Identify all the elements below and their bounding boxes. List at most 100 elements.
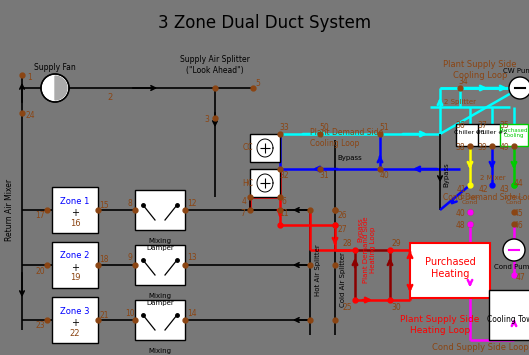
Bar	[410, 242, 490, 297]
Text: 3 Zone Dual Duct System: 3 Zone Dual Duct System	[159, 14, 371, 32]
Text: 2 Splitter: 2 Splitter	[444, 99, 476, 105]
Text: CW Pump: CW Pump	[503, 68, 529, 74]
Text: 36: 36	[455, 120, 465, 130]
Text: 35: 35	[499, 120, 509, 130]
Text: 39: 39	[477, 143, 487, 153]
Text: 12: 12	[187, 198, 197, 208]
Text: 51: 51	[379, 122, 389, 131]
Text: 46: 46	[513, 222, 523, 230]
Polygon shape	[55, 76, 67, 100]
Text: Chiller #2: Chiller #2	[476, 131, 508, 136]
Text: Plant Supply Side
Heating Loop: Plant Supply Side Heating Loop	[400, 315, 480, 335]
Bar	[52, 187, 98, 233]
Text: 5: 5	[256, 78, 260, 87]
Text: Plant Supply Side
Cooling Loop: Plant Supply Side Cooling Loop	[443, 60, 517, 80]
Text: Bypass: Bypass	[443, 163, 449, 187]
Text: ("Look Ahead"): ("Look Ahead")	[186, 66, 244, 75]
Text: 23: 23	[35, 322, 45, 331]
Text: 28: 28	[342, 240, 352, 248]
Text: 32: 32	[279, 170, 289, 180]
Text: Mixing
Damper: Mixing Damper	[146, 238, 174, 251]
Text: 7: 7	[241, 208, 245, 218]
Text: 27: 27	[337, 225, 347, 235]
Bar	[135, 190, 185, 230]
Text: 41: 41	[456, 186, 466, 195]
Text: 38: 38	[455, 143, 465, 153]
Text: 1: 1	[28, 73, 32, 82]
Text: 15: 15	[99, 201, 109, 209]
Bar	[456, 124, 484, 146]
Text: 31: 31	[319, 170, 329, 180]
Text: Cold Air Splitter: Cold Air Splitter	[340, 252, 346, 307]
Text: Plant Demand Side
Cooling Loop: Plant Demand Side Cooling Loop	[310, 128, 383, 148]
Bar	[489, 290, 529, 340]
Text: 9: 9	[127, 253, 132, 262]
Text: 42: 42	[478, 186, 488, 195]
Text: Bypass: Bypass	[338, 155, 362, 161]
Text: 22: 22	[70, 328, 80, 338]
Text: +: +	[71, 263, 79, 273]
Text: Hot Air Splitter: Hot Air Splitter	[315, 244, 321, 296]
Text: 20: 20	[35, 267, 45, 275]
Text: Mixing
Damper: Mixing Damper	[146, 348, 174, 355]
Text: CC: CC	[243, 143, 253, 153]
Text: 17: 17	[35, 212, 45, 220]
Text: 18: 18	[99, 256, 109, 264]
Text: 33: 33	[279, 122, 289, 131]
Text: Zone 3: Zone 3	[60, 306, 90, 316]
Text: Cooling Tower: Cooling Tower	[487, 316, 529, 324]
Text: Cond Pump: Cond Pump	[494, 264, 529, 270]
Text: 50: 50	[319, 122, 329, 131]
Text: Chiller #1: Chiller #1	[454, 131, 486, 136]
Text: Bypass: Bypass	[357, 218, 363, 242]
Text: HC: HC	[242, 179, 253, 187]
Text: 8: 8	[127, 198, 132, 208]
Text: 48: 48	[455, 222, 465, 230]
Text: 2: 2	[107, 93, 113, 103]
Text: Zone 2: Zone 2	[60, 251, 90, 261]
Text: 24: 24	[25, 111, 35, 120]
Text: Supply Air Splitter: Supply Air Splitter	[180, 55, 250, 65]
Text: 19: 19	[70, 273, 80, 283]
Text: 37: 37	[477, 120, 487, 130]
Text: 34: 34	[458, 77, 468, 87]
Bar	[478, 124, 506, 146]
Text: 21: 21	[99, 311, 109, 320]
Text: +: +	[71, 208, 79, 218]
Bar	[250, 134, 280, 162]
Text: 30: 30	[391, 304, 401, 312]
Text: 25: 25	[342, 304, 352, 312]
Text: 16: 16	[70, 218, 80, 228]
Text: 14: 14	[187, 308, 197, 317]
Text: Purchased
Cooling: Purchased Cooling	[500, 127, 528, 138]
Text: 47: 47	[515, 273, 525, 283]
Text: 40: 40	[379, 170, 389, 180]
Text: 44: 44	[514, 179, 524, 187]
Circle shape	[41, 74, 69, 102]
Text: 2 Mix-
Cond: 2 Mix- Cond	[505, 195, 524, 206]
Bar	[52, 297, 98, 343]
Text: 2 Spl-
Cond: 2 Spl- Cond	[461, 195, 479, 206]
Text: 4: 4	[242, 197, 247, 206]
Bar	[250, 169, 280, 197]
Text: Purchased
Heating: Purchased Heating	[425, 257, 476, 279]
Text: Plant Demand Side
Heating Loop: Plant Demand Side Heating Loop	[363, 217, 377, 283]
Text: 13: 13	[187, 253, 197, 262]
Text: 2 Mixer: 2 Mixer	[480, 175, 506, 181]
Text: Mixing
Damper: Mixing Damper	[146, 293, 174, 306]
Text: 6: 6	[281, 197, 286, 206]
Text: 29: 29	[391, 240, 401, 248]
Text: Zone 1: Zone 1	[60, 197, 90, 206]
Text: 43: 43	[500, 186, 510, 195]
Text: 45: 45	[513, 209, 523, 218]
Text: 40: 40	[455, 209, 465, 218]
Text: Cond Supply Side Loop: Cond Supply Side Loop	[432, 344, 528, 353]
Bar	[135, 300, 185, 340]
Text: 26: 26	[337, 211, 347, 219]
Circle shape	[503, 239, 525, 261]
Bar	[500, 124, 528, 146]
Text: Cond Demand Side Loop: Cond Demand Side Loop	[443, 193, 529, 202]
Text: +: +	[71, 318, 79, 328]
Bar	[135, 245, 185, 285]
Text: 3: 3	[205, 115, 209, 125]
